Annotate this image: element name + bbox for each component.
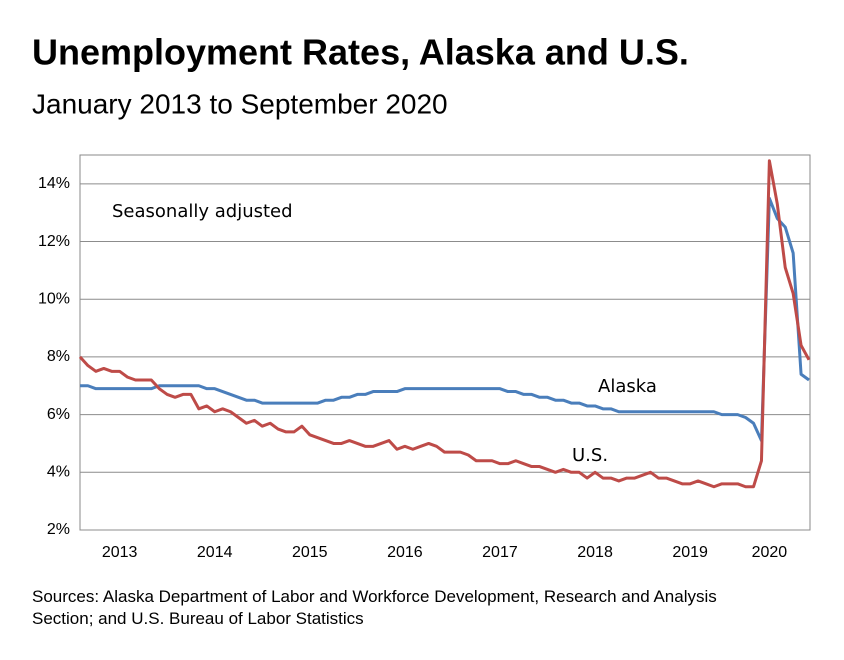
chart-title: Unemployment Rates, Alaska and U.S. [32,32,689,73]
x-tick-label: 2015 [292,544,328,561]
x-tick-label: 2014 [197,544,233,561]
chart-subtitle: January 2013 to September 2020 [32,88,448,119]
series-label: U.S. [572,445,608,466]
series-label: Alaska [598,376,657,397]
y-tick-label: 12% [38,233,70,250]
x-tick-label: 2018 [577,544,613,561]
y-tick-label: 6% [47,406,70,423]
y-tick-label: 10% [38,290,70,307]
x-tick-label: 2019 [672,544,708,561]
series-line [78,159,811,489]
x-tick-label: 2020 [752,544,788,561]
source-box: Sources: Alaska Department of Labor and … [32,587,717,628]
x-tick-label: 2016 [387,544,423,561]
series-line [80,196,810,443]
annotation: Seasonally adjusted [112,201,293,222]
x-tick-label: 2013 [102,544,138,561]
x-tick-label: 2017 [482,544,518,561]
y-tick-label: 4% [47,464,70,481]
y-tick-label: 8% [47,348,70,365]
y-tick-label: 2% [47,521,70,538]
source: Sources: Alaska Department of Labor and … [32,587,717,628]
y-tick-label: 14% [38,175,70,192]
